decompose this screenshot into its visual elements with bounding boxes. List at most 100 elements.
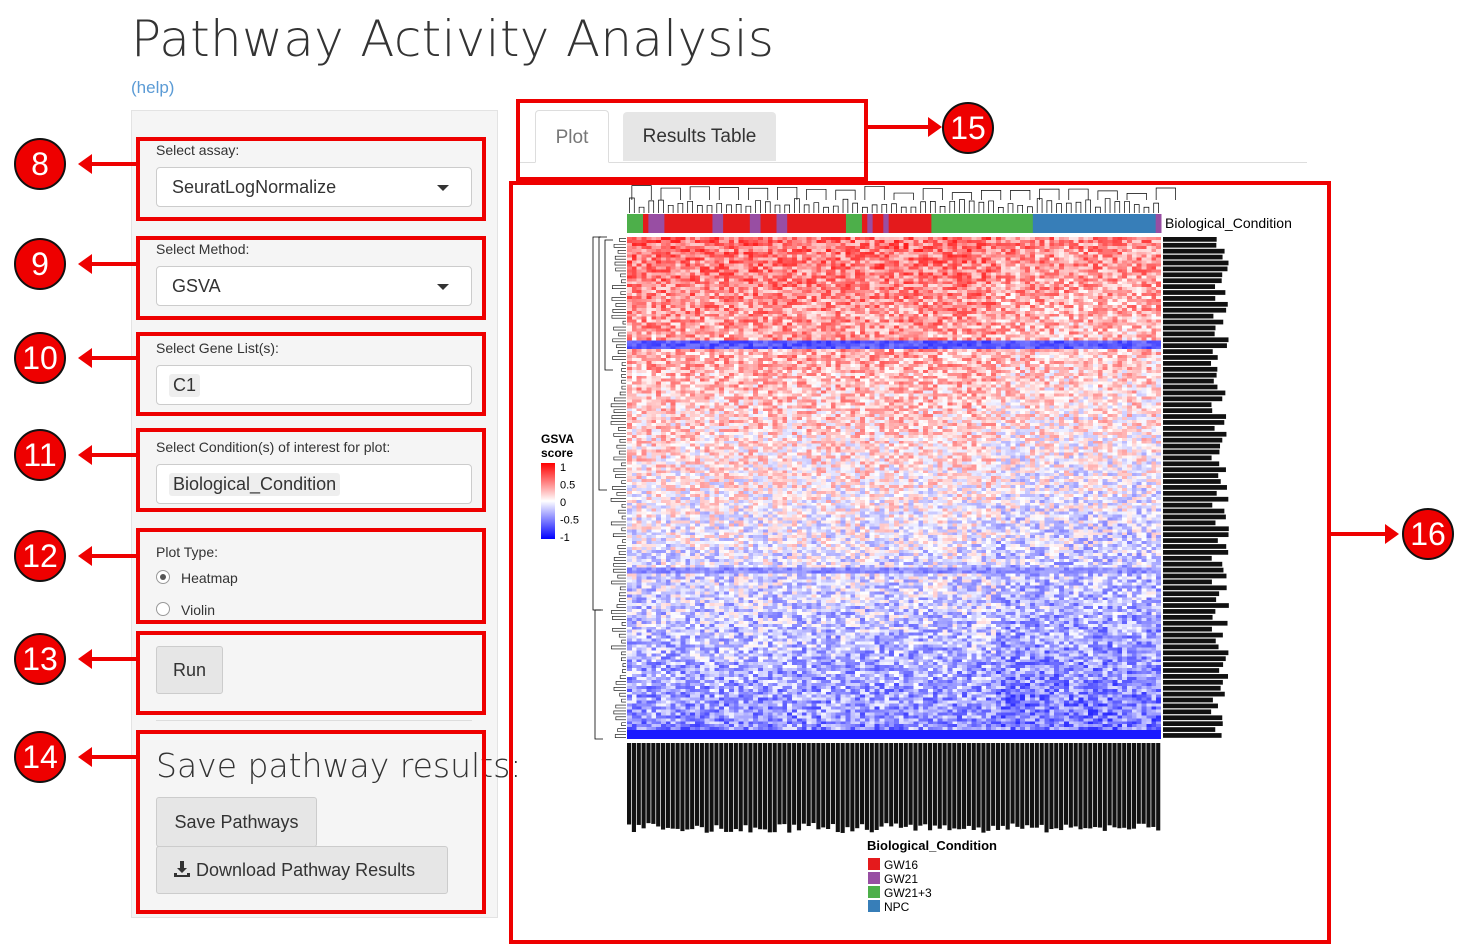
column-label	[937, 743, 942, 829]
column-dendrogram-branch	[1097, 190, 1118, 200]
row-label	[1163, 532, 1229, 538]
column-label	[680, 743, 685, 832]
column-label	[656, 743, 661, 827]
column-dendrogram-branch	[835, 189, 856, 200]
row-dendrogram-branch	[621, 379, 626, 384]
row-dendrogram-branch	[619, 692, 626, 697]
row-label	[1163, 254, 1223, 260]
column-dendrogram-branch	[949, 200, 956, 213]
heatmap-radio[interactable]	[156, 570, 170, 584]
violin-option-label: Violin	[181, 602, 215, 618]
row-dendrogram-branch	[621, 362, 626, 366]
column-dendrogram-branch	[1143, 206, 1150, 213]
gene-list-chip[interactable]: C1	[169, 374, 201, 397]
row-label	[1163, 502, 1213, 508]
column-dendrogram-branch	[842, 198, 849, 213]
column-dendrogram-branch	[1068, 188, 1089, 200]
annotation-segment	[888, 214, 932, 233]
column-label	[874, 743, 879, 830]
column-label	[889, 743, 894, 827]
column-label	[806, 743, 811, 827]
annotation-segment	[691, 214, 713, 233]
column-label	[1156, 743, 1161, 831]
arrow-11	[78, 445, 136, 465]
row-dendrogram-branch	[615, 716, 626, 721]
column-label	[1059, 743, 1064, 831]
annotation-segment	[861, 214, 868, 233]
row-label	[1163, 284, 1216, 289]
column-dendrogram	[629, 185, 1176, 213]
column-label	[898, 743, 903, 828]
assay-select[interactable]: SeuratLogNormalize	[156, 167, 472, 207]
callout-11: 11	[14, 429, 66, 481]
download-pathway-results-button[interactable]: Download Pathway Results	[156, 846, 448, 894]
annotation-segment	[776, 214, 788, 233]
row-label	[1163, 561, 1223, 567]
column-label	[1117, 743, 1122, 829]
column-label	[1000, 743, 1005, 826]
column-label	[787, 743, 792, 833]
row-dendrogram-branch	[604, 239, 613, 371]
row-dendrogram-branch	[612, 309, 626, 313]
highlight-box-14	[136, 730, 486, 914]
column-label	[957, 743, 962, 830]
column-dendrogram-branch	[959, 199, 965, 213]
row-dendrogram-branch	[621, 639, 626, 644]
column-label	[811, 743, 816, 824]
row-label	[1163, 343, 1227, 349]
column-label	[1102, 743, 1107, 831]
column-label	[947, 743, 952, 831]
row-dendrogram-branch	[622, 320, 626, 325]
column-dendrogram-branch	[718, 187, 740, 200]
row-label	[1163, 355, 1218, 360]
column-dendrogram-branch	[755, 200, 761, 213]
column-label	[772, 743, 777, 833]
column-label	[699, 743, 704, 828]
row-dendrogram-branch	[621, 698, 626, 703]
column-label	[913, 743, 918, 831]
row-label	[1163, 437, 1223, 443]
condition-swatch	[868, 886, 880, 898]
annotation-segment	[845, 214, 863, 233]
column-dendrogram-branch	[1126, 193, 1147, 200]
row-label	[1163, 408, 1213, 413]
column-label	[675, 743, 680, 829]
page-title: Pathway Activity Analysis	[131, 10, 775, 68]
row-label	[1163, 585, 1227, 591]
gene-list-input[interactable]: C1	[156, 365, 472, 405]
row-label	[1163, 573, 1227, 579]
column-dendrogram-branch	[852, 202, 858, 213]
row-dendrogram-branch	[621, 480, 626, 484]
tab-plot[interactable]: Plot	[535, 110, 609, 163]
download-icon	[174, 861, 190, 877]
column-label	[1025, 743, 1030, 826]
condition-chip[interactable]: Biological_Condition	[169, 473, 341, 496]
row-dendrogram-branch	[621, 657, 626, 662]
row-dendrogram-branch	[621, 503, 626, 508]
column-dendrogram-branch	[823, 206, 829, 213]
method-select[interactable]: GSVA	[156, 266, 472, 306]
column-dendrogram-branch	[631, 185, 652, 200]
row-label	[1163, 272, 1223, 278]
download-button-label: Download Pathway Results	[196, 860, 416, 880]
row-label	[1163, 349, 1213, 354]
row-dendrogram-branch	[619, 391, 626, 396]
column-labels	[627, 743, 1161, 833]
run-button[interactable]: Run	[156, 646, 223, 694]
column-label	[694, 743, 700, 826]
row-label	[1163, 727, 1216, 732]
scale-tick-label: 1	[560, 462, 566, 474]
row-dendrogram-branch	[617, 350, 626, 354]
conditions-input[interactable]: Biological_Condition	[156, 464, 472, 504]
violin-radio[interactable]	[156, 602, 170, 616]
row-dendrogram-branch	[612, 338, 626, 343]
tab-results-table[interactable]: Results Table	[623, 112, 776, 161]
help-link[interactable]: (help)	[131, 78, 175, 97]
row-label	[1163, 378, 1214, 384]
row-dendrogram-branch	[619, 438, 626, 443]
save-pathways-button[interactable]: Save Pathways	[156, 797, 317, 847]
column-label	[704, 743, 709, 833]
column-dendrogram-branch	[784, 204, 790, 213]
column-dendrogram-branch	[777, 186, 798, 200]
row-label	[1163, 697, 1213, 703]
